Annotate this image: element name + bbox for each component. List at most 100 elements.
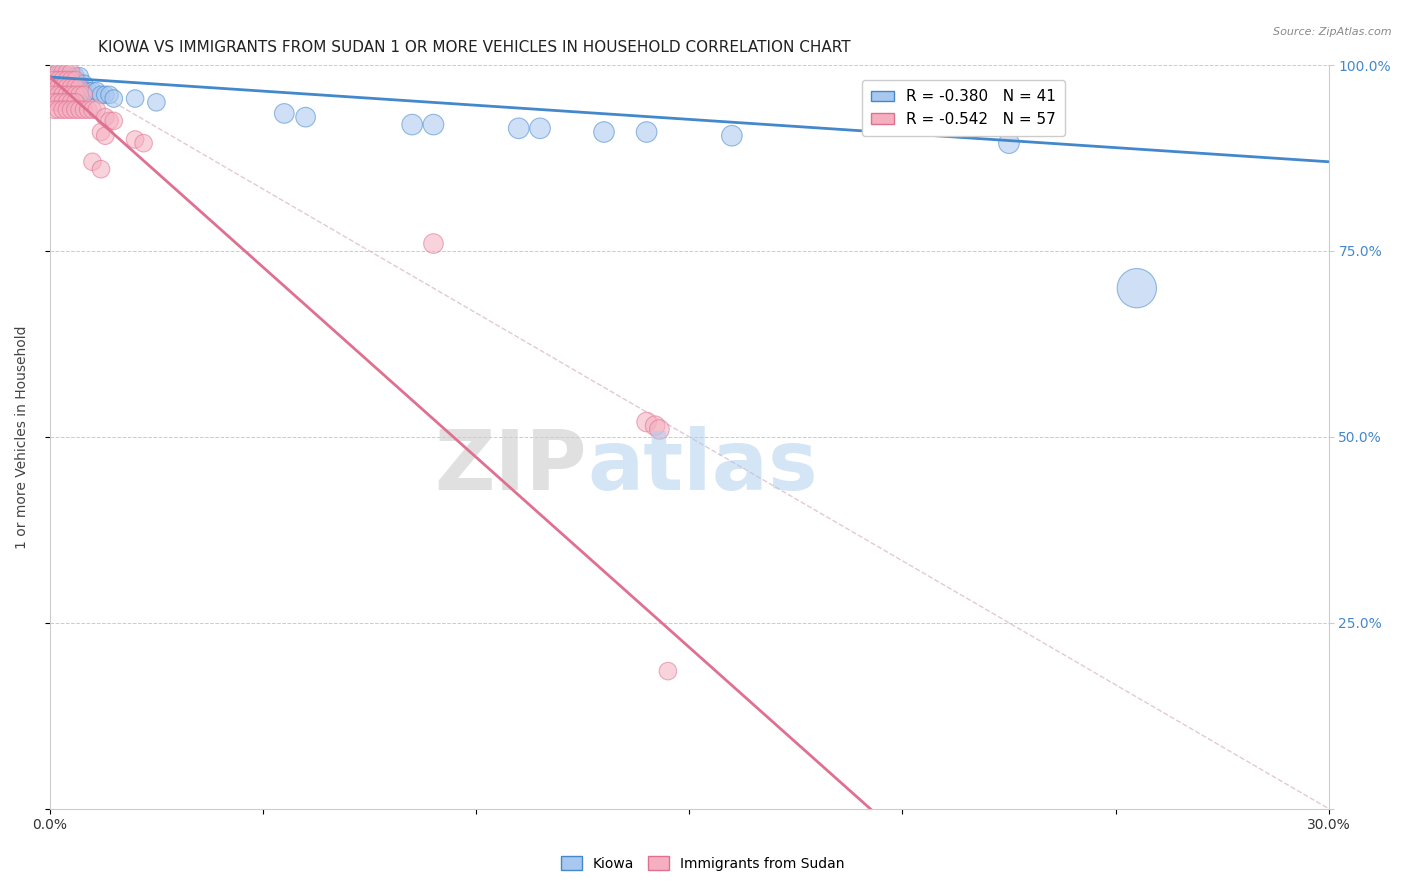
Point: [65, 77, 87, 91]
Point: [73, 77, 96, 91]
Point: [52, 84, 75, 98]
Point: [65, 69, 87, 83]
Point: [103, 91, 125, 105]
Point: [1126, 281, 1149, 295]
Point: [52, 87, 75, 102]
Point: [52, 69, 75, 83]
Point: [65, 80, 87, 95]
Point: [42, 73, 65, 87]
Point: [48, 80, 70, 95]
Point: [60, 77, 83, 91]
Point: [132, 136, 155, 151]
Point: [52, 80, 75, 95]
Point: [56, 80, 79, 95]
Point: [60, 73, 83, 87]
Point: [73, 87, 96, 102]
Point: [77, 103, 100, 117]
Point: [94, 128, 117, 143]
Point: [69, 69, 91, 83]
Point: [86, 84, 108, 98]
Point: [69, 87, 91, 102]
Point: [60, 87, 83, 102]
Point: [401, 118, 423, 132]
Y-axis label: 1 or more Vehicles in Household: 1 or more Vehicles in Household: [15, 326, 30, 549]
Point: [60, 103, 83, 117]
Point: [42, 87, 65, 102]
Text: KIOWA VS IMMIGRANTS FROM SUDAN 1 OR MORE VEHICLES IN HOUSEHOLD CORRELATION CHART: KIOWA VS IMMIGRANTS FROM SUDAN 1 OR MORE…: [98, 40, 851, 55]
Point: [636, 415, 658, 429]
Point: [103, 114, 125, 128]
Point: [422, 118, 444, 132]
Point: [124, 132, 146, 146]
Point: [65, 87, 87, 102]
Point: [60, 69, 83, 83]
Point: [52, 73, 75, 87]
Point: [42, 80, 65, 95]
Point: [48, 87, 70, 102]
Point: [69, 77, 91, 91]
Point: [98, 87, 121, 102]
Point: [86, 103, 108, 117]
Legend: R = -0.380   N = 41, R = -0.542   N = 57: R = -0.380 N = 41, R = -0.542 N = 57: [862, 80, 1066, 136]
Point: [508, 121, 530, 136]
Point: [82, 84, 104, 98]
Point: [60, 95, 83, 110]
Point: [42, 95, 65, 110]
Point: [69, 84, 91, 98]
Point: [42, 69, 65, 83]
Point: [48, 73, 70, 87]
Point: [65, 95, 87, 110]
Point: [56, 69, 79, 83]
Point: [48, 77, 70, 91]
Point: [721, 128, 744, 143]
Point: [82, 103, 104, 117]
Point: [56, 84, 79, 98]
Point: [69, 103, 91, 117]
Point: [48, 103, 70, 117]
Point: [52, 95, 75, 110]
Text: Source: ZipAtlas.com: Source: ZipAtlas.com: [1274, 27, 1392, 37]
Point: [90, 87, 112, 102]
Point: [48, 84, 70, 98]
Point: [48, 69, 70, 83]
Point: [42, 103, 65, 117]
Point: [124, 91, 146, 105]
Point: [56, 87, 79, 102]
Point: [998, 136, 1021, 151]
Point: [73, 84, 96, 98]
Point: [69, 80, 91, 95]
Point: [145, 95, 167, 110]
Point: [56, 95, 79, 110]
Point: [60, 80, 83, 95]
Point: [56, 103, 79, 117]
Point: [48, 95, 70, 110]
Text: ZIP: ZIP: [434, 426, 586, 508]
Point: [60, 65, 83, 79]
Point: [294, 110, 316, 124]
Point: [56, 77, 79, 91]
Point: [48, 65, 70, 79]
Point: [52, 65, 75, 79]
Point: [82, 154, 104, 169]
Point: [56, 73, 79, 87]
Point: [94, 87, 117, 102]
Point: [60, 84, 83, 98]
Point: [644, 418, 666, 433]
Point: [273, 106, 295, 120]
Point: [42, 65, 65, 79]
Text: atlas: atlas: [586, 426, 818, 508]
Point: [65, 84, 87, 98]
Point: [98, 114, 121, 128]
Point: [422, 236, 444, 251]
Point: [657, 664, 679, 678]
Point: [52, 77, 75, 91]
Point: [52, 103, 75, 117]
Point: [636, 125, 658, 139]
Point: [73, 103, 96, 117]
Point: [77, 84, 100, 98]
Legend: Kiowa, Immigrants from Sudan: Kiowa, Immigrants from Sudan: [555, 850, 851, 876]
Point: [90, 162, 112, 177]
Point: [648, 422, 671, 436]
Point: [65, 103, 87, 117]
Point: [593, 125, 616, 139]
